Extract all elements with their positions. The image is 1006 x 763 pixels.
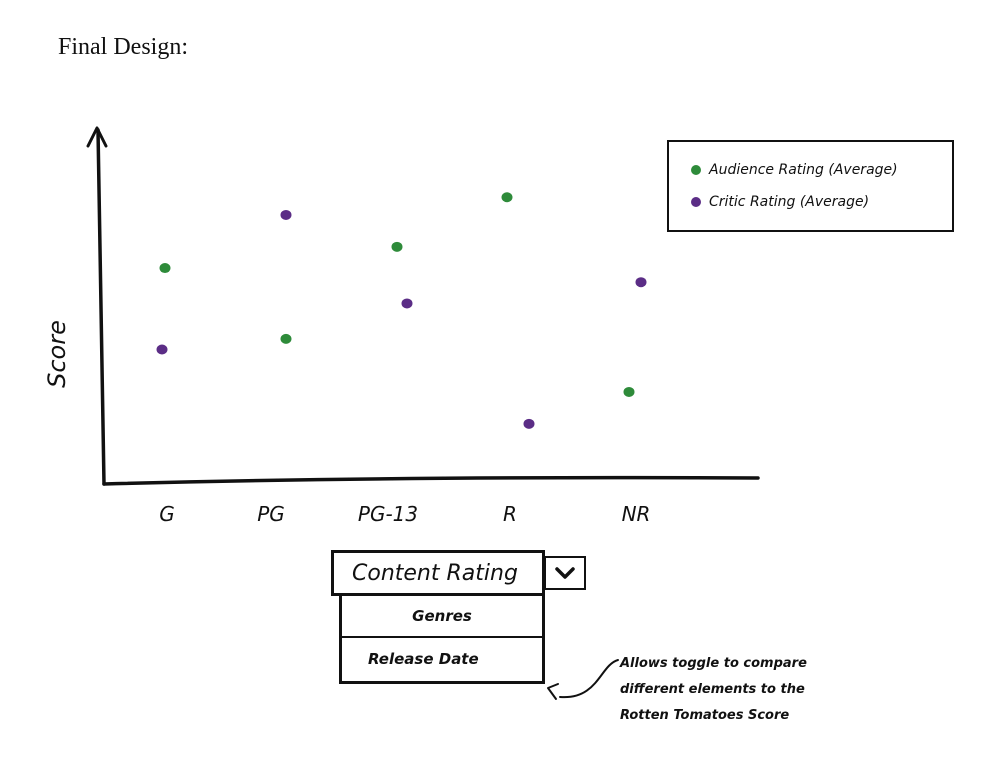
- compare-by-selected-value: Content Rating: [352, 560, 518, 586]
- critic-point-r: [523, 418, 535, 429]
- x-tick-pg: PG: [257, 502, 285, 526]
- chart-legend: Audience Rating (Average) Critic Rating …: [667, 140, 954, 232]
- critic-point-pg-13: [401, 298, 413, 309]
- critic-point-nr: [635, 277, 647, 288]
- x-tick-nr: NR: [621, 502, 651, 526]
- legend-item-audience: Audience Rating (Average): [691, 162, 898, 178]
- y-axis-arrow: [86, 126, 108, 148]
- audience-point-g: [159, 263, 171, 274]
- chevron-down-icon: [555, 567, 575, 579]
- legend-dot-critic: [691, 197, 701, 207]
- legend-label-critic: Critic Rating (Average): [709, 194, 870, 210]
- audience-point-r: [501, 192, 513, 203]
- y-axis-label: Score: [43, 320, 71, 388]
- annotation-arrow-head: [547, 683, 559, 700]
- legend-label-audience: Audience Rating (Average): [709, 162, 898, 178]
- x-tick-pg13: PG-13: [357, 502, 419, 526]
- data-points: [156, 192, 647, 429]
- annotation-line-1: Allows toggle to compare: [620, 656, 807, 671]
- annotation-line-2: different elements to the: [620, 682, 805, 697]
- x-tick-r: R: [503, 502, 517, 526]
- critic-point-pg: [280, 209, 292, 220]
- audience-point-nr: [623, 386, 635, 397]
- page-heading: Final Design:: [58, 34, 188, 60]
- compare-by-select[interactable]: Content Rating: [331, 550, 545, 596]
- legend-dot-audience: [691, 165, 701, 175]
- dropdown-option-release-date[interactable]: Release Date: [368, 650, 479, 668]
- dropdown-menu: Genres Release Date: [339, 596, 545, 684]
- y-axis: [96, 128, 106, 486]
- critic-point-g: [156, 344, 168, 355]
- legend-item-critic: Critic Rating (Average): [691, 194, 869, 210]
- audience-point-pg-13: [391, 241, 403, 252]
- dropdown-toggle-button[interactable]: [544, 556, 586, 590]
- x-tick-g: G: [159, 502, 175, 526]
- annotation-line-3: Rotten Tomatoes Score: [620, 708, 790, 723]
- x-axis: [102, 475, 760, 486]
- audience-point-pg: [280, 333, 292, 344]
- annotation-arrow: [559, 659, 619, 699]
- annotation-note: Allows toggle to compare different eleme…: [620, 651, 840, 729]
- dropdown-option-genres[interactable]: Genres: [342, 596, 542, 638]
